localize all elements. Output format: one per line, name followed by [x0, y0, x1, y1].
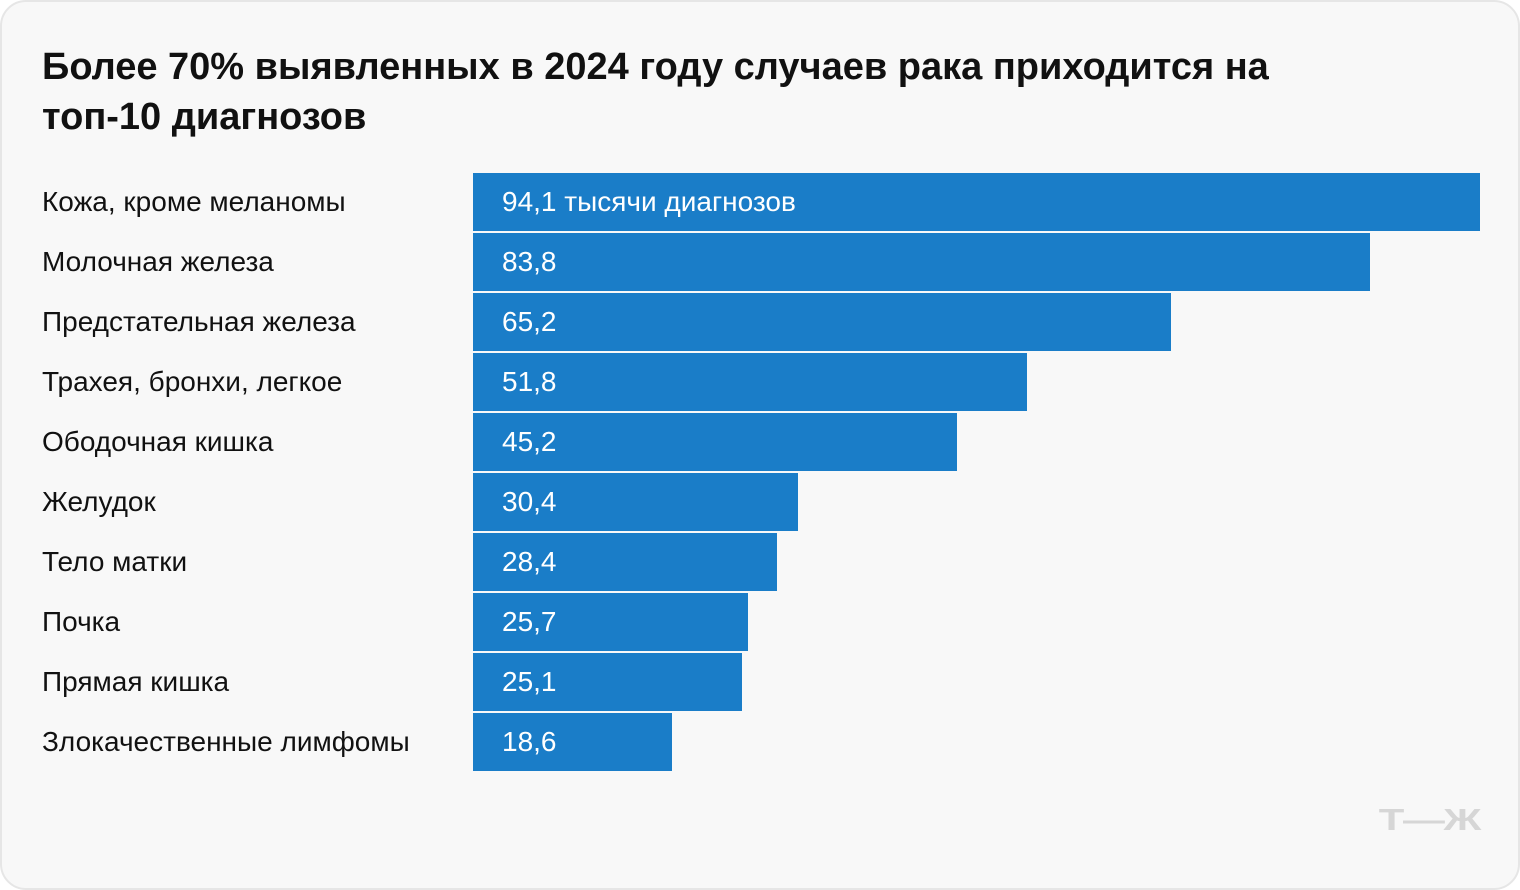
category-label: Молочная железа [42, 246, 274, 277]
data-label: 18,6 [502, 726, 557, 757]
bar [473, 533, 777, 591]
chart-title: Более 70% выявленных в 2024 году случаев… [42, 46, 1269, 138]
category-label: Злокачественные лимфомы [42, 726, 410, 757]
bar [473, 593, 749, 651]
bar [473, 353, 1028, 411]
data-label: 28,4 [502, 546, 557, 577]
category-label: Трахея, бронхи, легкое [42, 366, 343, 397]
data-label: 25,7 [502, 606, 557, 637]
category-label: Ободочная кишка [42, 426, 274, 457]
data-label: 94,1 тысячи диагнозов [502, 186, 796, 217]
bar [473, 233, 1370, 291]
data-label: 83,8 [502, 246, 557, 277]
data-label: 30,4 [502, 486, 557, 517]
bar [473, 653, 742, 711]
bar [473, 713, 673, 771]
data-label: 65,2 [502, 306, 557, 337]
category-label: Прямая кишка [42, 666, 230, 697]
category-label: Предстательная железа [42, 306, 356, 337]
bar [473, 173, 1480, 231]
category-label: Почка [42, 606, 121, 637]
data-label: 45,2 [502, 426, 557, 457]
category-label: Желудок [42, 486, 156, 517]
data-label: 51,8 [502, 366, 557, 397]
bar [473, 473, 799, 531]
data-label: 25,1 [502, 666, 557, 697]
tzh-logo: Т—Ж [1378, 802, 1482, 837]
bar [473, 293, 1171, 351]
category-label: Тело матки [42, 546, 188, 577]
bar [473, 413, 957, 471]
category-label: Кожа, кроме меланомы [42, 186, 346, 217]
